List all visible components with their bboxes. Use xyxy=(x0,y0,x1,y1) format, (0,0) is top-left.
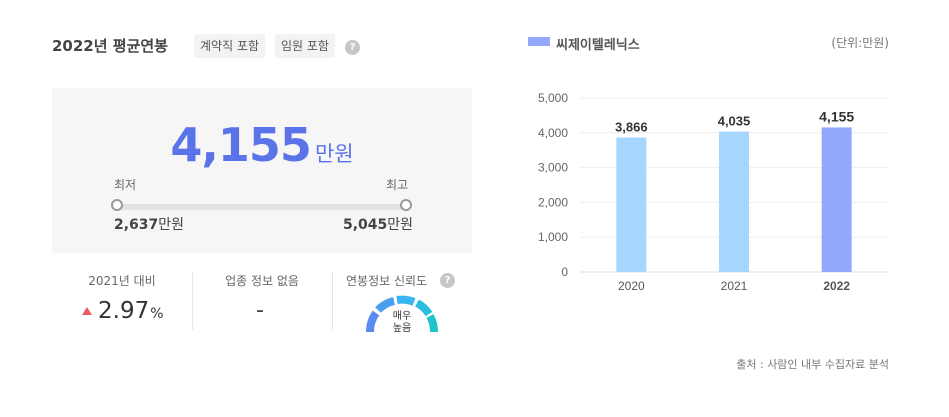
salary-bar-chart: 0 1,000 2,000 3,000 4,000 5,000 3,866 2020 4,035… xyxy=(538,91,888,293)
y-tick-label: 3,000 xyxy=(538,161,568,175)
reliability-stat: 연봉정보 신뢰도 xyxy=(336,272,446,289)
x-tick-label: 2022 xyxy=(823,279,850,293)
max-marker xyxy=(400,199,412,211)
source-note: 출처 : 사람인 내부 수집자료 분석 xyxy=(736,358,889,371)
max-label: 최고 xyxy=(386,178,409,192)
gauge-segment-3 xyxy=(396,295,416,306)
gauge-segment-5 xyxy=(426,314,438,333)
reliability-help-icon[interactable]: ? xyxy=(440,273,455,288)
legend-swatch xyxy=(528,37,550,46)
gauge-level-line2: 높음 xyxy=(393,322,411,334)
y-tick-label: 4,000 xyxy=(538,126,568,140)
growth-number: 2.97 xyxy=(98,298,150,324)
min-label: 최저 xyxy=(114,178,137,192)
growth-value: 2.97% xyxy=(82,298,164,324)
reliability-gauge: 매우 높음 xyxy=(366,295,438,334)
tag-contract-included: 계약직 포함 xyxy=(194,34,266,58)
max-value-number: 5,045 xyxy=(343,217,388,233)
reliability-title: 연봉정보 신뢰도 xyxy=(346,274,428,288)
max-value-unit: 만원 xyxy=(387,217,414,233)
gauge-level-line1: 매우 xyxy=(393,310,411,322)
bar xyxy=(821,127,852,272)
bar xyxy=(719,131,749,272)
y-tick-label: 2,000 xyxy=(538,195,568,209)
data-label: 4,155 xyxy=(819,108,854,124)
industry-stat: 업종 정보 없음 xyxy=(192,272,332,289)
min-value: 2,637만원 xyxy=(114,214,184,234)
help-icon[interactable]: ? xyxy=(345,40,360,55)
data-label: 3,866 xyxy=(615,119,648,134)
gauge-segment-2 xyxy=(375,297,396,313)
max-value: 5,045만원 xyxy=(343,214,413,234)
data-label: 4,035 xyxy=(718,114,751,129)
growth-stat: 2021년 대비 xyxy=(52,272,192,289)
min-value-unit: 만원 xyxy=(158,217,185,233)
industry-title: 업종 정보 없음 xyxy=(225,274,299,288)
average-salary: 4,155 만원 xyxy=(52,118,472,172)
average-salary-unit: 만원 xyxy=(314,142,354,166)
stat-divider-1 xyxy=(192,272,193,330)
min-marker xyxy=(111,199,123,211)
salary-range-track xyxy=(116,204,408,210)
unit-note: (단위:만원) xyxy=(831,36,889,50)
stat-divider-2 xyxy=(332,272,333,330)
bar xyxy=(616,137,647,272)
y-tick-label: 1,000 xyxy=(538,230,568,244)
tag-executive-included: 임원 포함 xyxy=(275,34,335,58)
growth-unit: % xyxy=(150,306,164,322)
salary-summary-box: 4,155 만원 최저 최고 2,637만원 5,045만원 xyxy=(52,88,472,253)
industry-value: - xyxy=(256,298,264,323)
legend-label: 씨제이텔레닉스 xyxy=(556,38,640,53)
y-tick-label: 0 xyxy=(561,265,568,279)
up-arrow-icon xyxy=(82,307,92,315)
average-salary-value: 4,155 xyxy=(170,118,312,172)
gauge-segment-1 xyxy=(366,310,380,333)
page-title: 2022년 평균연봉 xyxy=(52,37,168,55)
y-tick-label: 5,000 xyxy=(538,91,568,105)
x-tick-label: 2021 xyxy=(721,279,748,293)
gauge-segment-4 xyxy=(414,299,433,317)
min-value-number: 2,637 xyxy=(114,217,159,233)
x-tick-label: 2020 xyxy=(618,279,645,293)
growth-title: 2021년 대비 xyxy=(88,274,156,288)
